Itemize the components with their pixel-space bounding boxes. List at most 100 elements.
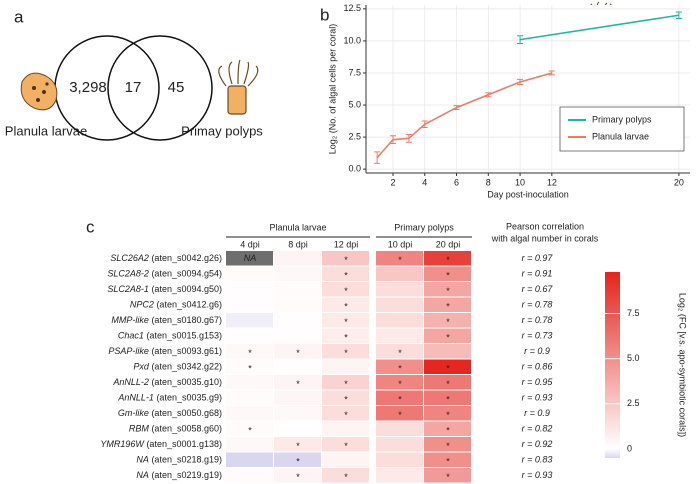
x-axis-label: Day post-inoculation (487, 189, 569, 199)
heat-cell (274, 282, 321, 297)
heat-cell (274, 344, 321, 359)
gene-name: NA (136, 470, 149, 480)
heat-cell (424, 437, 471, 452)
set-label: Planula larvae (5, 123, 87, 138)
pearson-r: r = 0.95 (522, 377, 554, 387)
heat-cell (322, 282, 369, 297)
significance: * (446, 302, 450, 312)
heat-cell (226, 344, 273, 359)
heat-cell (226, 468, 273, 483)
gene-id: (aten_s0093.g61) (151, 346, 222, 356)
gene-name: Pxd (133, 362, 150, 372)
x-tick-label: 20 (674, 177, 684, 187)
heat-cell (226, 406, 273, 421)
significance: * (296, 441, 300, 451)
heat-cell (424, 328, 471, 343)
row-label: SLC26A2 (aten_s0042.g26) (110, 253, 222, 263)
na-label: NA (244, 253, 257, 263)
heat-cell (226, 297, 273, 312)
row-label: NPC2 (aten_s0412.g6) (130, 300, 222, 310)
pearson-r: r = 0.78 (522, 315, 553, 325)
significance: * (344, 317, 348, 327)
gene-name: RBM (129, 424, 150, 434)
x-tick-label: 2 (390, 177, 395, 187)
heat-cell (424, 421, 471, 436)
gene-name: Gm-like (118, 408, 149, 418)
heat-cell (322, 266, 369, 281)
row-label: YMR196W (aten_s0001.g138) (100, 439, 222, 449)
heat-cell (226, 375, 273, 390)
row-label: NA (aten_s0219.g19) (136, 470, 222, 480)
heat-cell (424, 282, 471, 297)
heat-cell (376, 375, 423, 390)
heat-cell (376, 406, 423, 421)
row-label: SLC2A8-1 (aten_s0094.g50) (107, 284, 222, 294)
heat-cell (424, 251, 471, 266)
gene-id: (aten_s0035.g10) (151, 377, 222, 387)
row-label: PSAP-like (aten_s0093.g61) (108, 346, 222, 356)
heat-cell (376, 468, 423, 483)
heat-cell (274, 390, 321, 405)
heat-cell (274, 452, 321, 467)
row-label: NA (aten_s0218.g19) (136, 455, 222, 465)
group-label: Planula larvae (269, 222, 326, 232)
gene-name: SLC2A8-2 (107, 269, 149, 279)
significance: * (248, 348, 252, 358)
heat-cell (376, 452, 423, 467)
heat-cell (274, 437, 321, 452)
colorbar-tick-label: 5.0 (627, 353, 640, 363)
column-label: 4 dpi (240, 239, 260, 249)
gene-id: (aten_s0035.g9) (156, 393, 222, 403)
pearson-r: r = 0.73 (522, 331, 553, 341)
x-tick-label: 4 (422, 177, 427, 187)
heat-cell (322, 251, 369, 266)
y-tick-label: 10.0 (343, 35, 361, 45)
heat-cell (376, 390, 423, 405)
heat-cell (226, 452, 273, 467)
significance: * (446, 364, 450, 374)
y-tick-label: 12.5 (343, 3, 361, 13)
significance: * (296, 348, 300, 358)
gene-id: (aten_s0001.g138) (146, 439, 222, 449)
heat-cell (226, 313, 273, 328)
significance: * (344, 472, 348, 482)
heat-cell (322, 452, 369, 467)
heat-cell (274, 468, 321, 483)
heat-cell (376, 359, 423, 374)
significance: * (446, 271, 450, 281)
pearson-r: r = 0.86 (522, 362, 553, 372)
pearson-r: r = 0.9 (524, 408, 550, 418)
significance: * (398, 348, 402, 358)
significance: * (398, 410, 402, 420)
pearson-title: with algal number in corals (491, 233, 599, 243)
heat-cell (424, 468, 471, 483)
x-tick-label: 12 (547, 177, 557, 187)
gene-id: (aten_s0219.g19) (151, 470, 222, 480)
row-label: Gm-like (aten_s0050.g68) (118, 408, 222, 418)
heat-cell (226, 359, 273, 374)
heat-cell (226, 421, 273, 436)
gene-name: SLC26A2 (110, 253, 149, 263)
heat-cell (322, 297, 369, 312)
heat-cell (376, 437, 423, 452)
row-label: AnNLL-2 (aten_s0035.g10) (112, 377, 222, 387)
heat-cell (424, 297, 471, 312)
row-label: Pxd (aten_s0342.g22) (133, 362, 222, 372)
error-bar (485, 92, 492, 98)
heat-cell (424, 359, 471, 374)
gene-id: (aten_s0050.g68) (151, 408, 222, 418)
heat-cell (274, 313, 321, 328)
pearson-r: r = 0.82 (522, 424, 553, 434)
gene-id: (aten_s0342.g22) (151, 362, 222, 372)
heat-cell (424, 406, 471, 421)
gene-id: (aten_s0094.g54) (151, 269, 222, 279)
heat-cell (274, 251, 321, 266)
pearson-r: r = 0.83 (522, 455, 553, 465)
heat-cell (424, 313, 471, 328)
venn-count: 45 (168, 79, 185, 96)
y-tick-label: 5.0 (348, 99, 361, 109)
gene-id: (aten_s0180.g67) (151, 315, 222, 325)
x-tick-label: 8 (486, 177, 491, 187)
heat-cell (322, 390, 369, 405)
